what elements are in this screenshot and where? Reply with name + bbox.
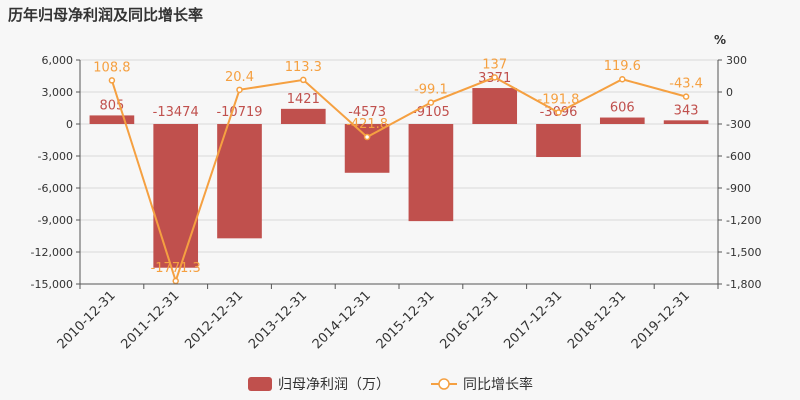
bar-data-label: 606	[610, 101, 635, 116]
right-axis: -1,800 -1,500 -1,200 -900 -600 -300 0 300	[717, 54, 761, 291]
left-tick-label: -15,000	[31, 278, 73, 291]
bar	[344, 124, 390, 173]
bar	[89, 115, 135, 124]
right-tick-label: 0	[726, 86, 733, 99]
line-data-label: -43.4	[669, 77, 703, 92]
x-tick-label: 2012-12-31	[182, 288, 246, 352]
x-tick-label: 2013-12-31	[246, 288, 310, 352]
line-point	[427, 99, 435, 106]
right-tick-label: -1,800	[726, 278, 761, 291]
line-point	[491, 74, 498, 81]
line-data-label: 119.6	[604, 59, 641, 74]
line-data-label: -1771.3	[151, 261, 201, 276]
line-point	[682, 93, 690, 100]
right-axis-unit: %	[714, 33, 726, 47]
line-data-label: -421.8	[346, 117, 388, 132]
bar-data-label: 1421	[287, 92, 320, 107]
line-point	[555, 109, 562, 116]
bar-data-label: -10719	[216, 105, 262, 120]
right-tick-label: -1,500	[726, 246, 761, 259]
right-tick-label: -600	[726, 150, 751, 163]
bar-data-label: 343	[674, 103, 699, 118]
line-point	[172, 277, 179, 285]
legend[interactable]: 归母净利润（万） 同比增长率	[248, 376, 533, 393]
bar	[153, 124, 199, 268]
left-tick-label: -6,000	[38, 182, 73, 195]
line-point	[236, 86, 243, 94]
right-tick-label: -300	[726, 118, 751, 131]
bar	[536, 124, 581, 158]
line-data-label: 20.4	[225, 70, 254, 85]
legend-line-label: 同比增长率	[463, 376, 533, 393]
line-data-label: 113.3	[285, 60, 322, 75]
line-data-label: -99.1	[414, 83, 448, 98]
x-tick-label: 2016-12-31	[437, 288, 501, 352]
line-data-label: 137	[482, 57, 507, 72]
bar	[599, 117, 645, 124]
bar-data-label: -13474	[153, 105, 199, 120]
bar-data-label: -4573	[348, 105, 386, 120]
bar	[472, 88, 518, 124]
right-tick-label: -900	[726, 182, 751, 195]
x-tick-label: 2011-12-31	[118, 288, 182, 352]
chart-title: 历年归母净利润及同比增长率	[8, 6, 203, 24]
bar	[663, 120, 709, 124]
line-point	[363, 133, 371, 141]
left-tick-label: -9,000	[38, 214, 73, 227]
bar	[280, 108, 326, 124]
left-axis: -15,000 -12,000 -9,000 -6,000 -3,000 0 3,000 6,…	[31, 54, 81, 291]
bar	[408, 124, 454, 222]
legend-line-marker	[438, 378, 450, 390]
line-point	[619, 75, 626, 83]
line-point	[108, 77, 116, 84]
x-tick-label: 2018-12-31	[565, 288, 629, 352]
left-tick-label: 0	[66, 118, 73, 131]
right-tick-label: -1,200	[726, 214, 761, 227]
x-tick-label: 2015-12-31	[374, 288, 438, 352]
left-tick-label: 3,000	[42, 86, 74, 99]
growth-line	[110, 76, 687, 285]
bar	[217, 124, 262, 239]
x-tick-label: 2019-12-31	[629, 288, 693, 352]
x-tick-label: 2014-12-31	[310, 288, 374, 352]
bar-series: 805-13474-107191421-4573-91053371-309660…	[89, 71, 709, 268]
right-tick-label: 300	[726, 54, 747, 67]
legend-bar-swatch	[248, 377, 272, 391]
line-data-label: -191.8	[538, 92, 580, 107]
line-data-label: 108.8	[93, 60, 130, 75]
left-tick-label: 6,000	[42, 54, 74, 67]
x-tick-label: 2017-12-31	[501, 288, 565, 352]
legend-bar-label: 归母净利润（万）	[278, 376, 390, 393]
left-tick-label: -12,000	[31, 246, 73, 259]
left-tick-label: -3,000	[38, 150, 73, 163]
x-tick-label: 2010-12-31	[55, 288, 119, 352]
bar-data-label: -9105	[412, 105, 450, 120]
line-point	[300, 76, 307, 84]
x-axis: 2010-12-31 2011-12-31 2012-12-31 2013-12-31…	[55, 283, 719, 352]
line-series: 108.8 -1771.3 20.4 113.3 -421.8 -99.1 137 -191.…	[93, 57, 703, 285]
